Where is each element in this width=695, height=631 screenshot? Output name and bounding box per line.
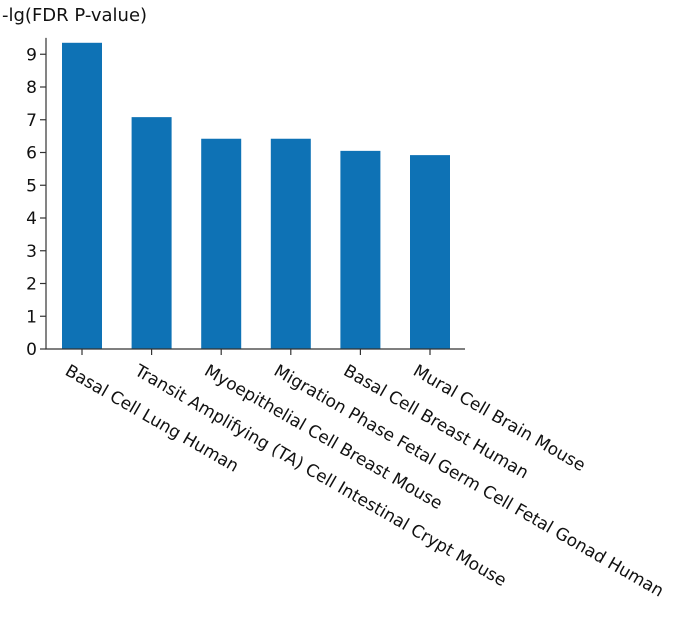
y-tick-label: 6: [26, 144, 37, 164]
bars-group: [62, 42, 450, 349]
y-axis-title: -lg(FDR P-value): [2, 5, 147, 26]
bar: [201, 138, 242, 349]
y-tick-label: 2: [26, 275, 37, 295]
y-tick-label: 7: [26, 111, 37, 131]
bar: [340, 150, 381, 349]
y-tick-label: 3: [26, 242, 37, 262]
y-axis: 0 1 2 3 4 5 6 7 8 9: [26, 37, 47, 360]
bar: [62, 42, 102, 349]
y-tick-label: 1: [26, 307, 37, 327]
bar: [410, 155, 450, 349]
bar: [270, 138, 311, 349]
y-tick-label: 5: [26, 176, 37, 196]
bar: [131, 117, 172, 349]
y-tick-label: 8: [26, 78, 37, 98]
y-tick-label: 9: [26, 45, 37, 65]
y-tick-label: 0: [26, 340, 37, 360]
y-tick-label: 4: [26, 209, 37, 229]
